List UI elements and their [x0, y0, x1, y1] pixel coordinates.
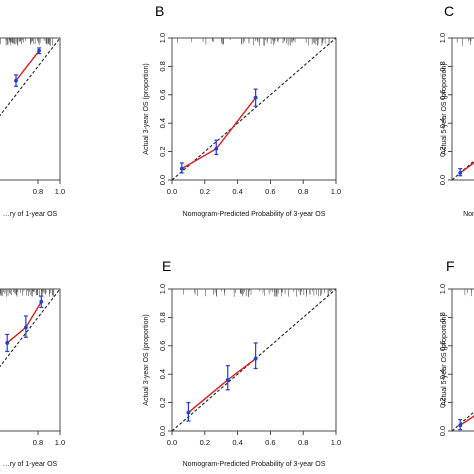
plot-frame	[0, 288, 61, 432]
data-point	[458, 423, 463, 428]
x-tick-label: 0.2	[200, 187, 210, 196]
x-tick-label: 0.8	[33, 187, 43, 196]
ideal-reference-line	[451, 411, 474, 432]
error-bar	[253, 342, 258, 370]
y-tick-label: 0.0	[158, 175, 167, 185]
data-point	[186, 410, 191, 415]
panel-f: F 0.0 0.2 0.4 0.6 0.8 1.0 Actual 5-year OS (pro…	[438, 258, 474, 436]
data-point	[458, 171, 463, 175]
data-point	[225, 377, 230, 382]
rug-ticks	[0, 289, 54, 297]
y-tick-label: 0.8	[158, 61, 167, 71]
x-tick-label: 0.8	[298, 438, 308, 447]
y-tick-label: 0.4	[438, 118, 447, 128]
y-tick-label: 0.6	[438, 341, 447, 351]
calibration-line	[181, 97, 257, 170]
panel-letter: F	[446, 258, 455, 274]
plot-frame	[171, 288, 337, 432]
x-tick-label: 1.0	[55, 438, 65, 447]
plot-frame	[0, 37, 61, 181]
calibration-line	[459, 415, 474, 426]
y-tick-label: 0.4	[158, 369, 167, 379]
x-axis-label: Nom…	[463, 211, 474, 218]
x-tick-label: 1.0	[331, 187, 341, 196]
y-tick-label: 1.0	[438, 33, 447, 43]
y-axis-label: Actual 5-year OS (proportion)	[441, 63, 448, 154]
panel-d: 0.8 1.0 …ry of 1-year OS	[0, 288, 65, 468]
rug-ticks	[464, 289, 473, 297]
y-tick-label: 1.0	[438, 284, 447, 294]
plot-frame	[451, 37, 474, 181]
panel-letter: B	[155, 3, 164, 19]
y-axis-label: Actual 5-year OS (proportion)	[441, 314, 448, 405]
x-axis-label: …ry of 1-year OS	[3, 461, 58, 468]
y-tick-label: 0.2	[438, 146, 447, 156]
y-tick-label: 0.0	[438, 175, 447, 185]
calibration-line	[15, 50, 40, 82]
y-tick-label: 0.0	[158, 426, 167, 436]
ideal-reference-line	[451, 160, 474, 181]
x-axis-label: Nomogram-Predicted Probability of 3-year…	[183, 211, 326, 218]
rug-ticks	[177, 38, 330, 46]
data-point	[5, 341, 10, 345]
x-tick-label: 0.6	[265, 187, 275, 196]
panel-a: 0.8 1.0 …ry of 1-year OS	[0, 37, 65, 218]
x-tick-label: 1.0	[55, 187, 65, 196]
y-tick-label: 0.4	[158, 118, 167, 128]
x-tick-label: 0.8	[33, 438, 43, 447]
x-tick-label: 0.6	[265, 438, 275, 447]
y-tick-label: 0.6	[158, 341, 167, 351]
x-axis-label: …ry of 1-year OS	[3, 211, 58, 218]
y-tick-label: 0.8	[438, 312, 447, 322]
calibration-line	[459, 161, 474, 174]
x-tick-label: 0.4	[232, 187, 242, 196]
x-tick-label: 0.0	[167, 187, 177, 196]
panel-e: E 0.0 0.2 0.4 0.6 0.8 1.0 0.0 0.2 0.4 0.6 0.8 1.0 Act…	[143, 258, 341, 468]
panel-letter: E	[162, 258, 171, 274]
y-tick-label: 0.0	[438, 426, 447, 436]
ideal-reference-line	[171, 37, 337, 181]
y-tick-label: 0.4	[438, 369, 447, 379]
rug-ticks	[183, 289, 332, 297]
ideal-reference-line	[0, 37, 61, 117]
x-tick-label: 1.0	[331, 438, 341, 447]
x-tick-label: 0.2	[200, 438, 210, 447]
data-point	[39, 299, 44, 304]
x-axis-label: Nomogram-Predicted Probability of 3-year…	[183, 461, 326, 468]
error-bar	[225, 365, 230, 391]
y-tick-label: 0.2	[158, 146, 167, 156]
panel-c: C 0.0 0.2 0.4 0.6 0.8 1.0 Actual 5-year OS (pro…	[438, 3, 474, 218]
y-tick-label: 0.2	[158, 397, 167, 407]
panel-letter: C	[444, 3, 454, 19]
rug-ticks	[0, 38, 53, 46]
y-axis-label: Actual 3-year OS (proportion)	[143, 314, 150, 405]
panel-b: B 0.0 0.2 0.4 0.6 0.8 1.0 0.0 0.2 0.4 0.6 0.8 1.0 Act…	[143, 3, 341, 218]
ideal-reference-line	[171, 288, 337, 432]
rug-ticks	[456, 38, 472, 46]
x-tick-label: 0.4	[232, 438, 242, 447]
y-tick-label: 0.8	[158, 312, 167, 322]
data-point	[14, 78, 18, 83]
data-point	[179, 166, 184, 171]
y-tick-label: 1.0	[158, 33, 167, 43]
y-tick-label: 0.6	[158, 90, 167, 100]
data-point	[253, 356, 258, 361]
data-point	[253, 95, 258, 100]
ideal-reference-line	[0, 288, 61, 368]
plot-frame	[451, 288, 474, 432]
data-point	[214, 146, 219, 151]
x-tick-label: 0.0	[167, 438, 177, 447]
data-point	[37, 48, 41, 53]
y-tick-label: 1.0	[158, 284, 167, 294]
plot-frame	[171, 37, 337, 181]
y-tick-label: 0.8	[438, 61, 447, 71]
y-tick-label: 0.6	[438, 90, 447, 100]
calibration-line	[187, 358, 257, 414]
y-axis-label: Actual 3-year OS (proportion)	[143, 63, 150, 154]
y-tick-label: 0.2	[438, 397, 447, 407]
data-point	[24, 325, 28, 330]
x-tick-label: 0.8	[298, 187, 308, 196]
